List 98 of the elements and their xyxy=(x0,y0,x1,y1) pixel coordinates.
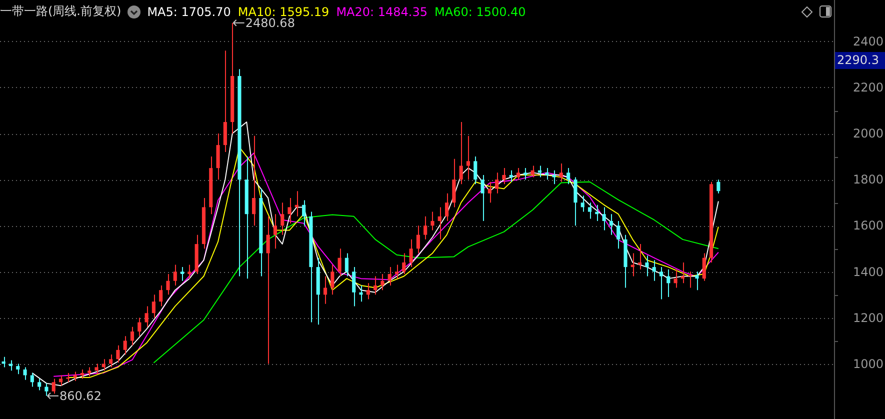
candlestick xyxy=(359,284,363,302)
candlestick xyxy=(559,162,563,182)
candlestick xyxy=(173,264,177,286)
candlestick xyxy=(516,168,520,180)
candlestick xyxy=(702,252,706,282)
candlestick xyxy=(23,366,27,380)
candlestick xyxy=(530,165,534,178)
candlestick xyxy=(180,266,184,282)
candlestick xyxy=(602,206,606,231)
candlestick xyxy=(674,268,678,288)
candlestick xyxy=(94,363,98,375)
candlestick xyxy=(645,255,649,277)
candlestick xyxy=(430,211,434,231)
text: MA60: 1500.40 xyxy=(434,4,526,18)
annotation: 2480.68 xyxy=(245,16,295,30)
candlestick xyxy=(138,317,142,337)
candlestick xyxy=(652,260,656,282)
candlestick xyxy=(252,135,256,226)
candlestick xyxy=(502,168,506,185)
candlestick xyxy=(716,179,720,194)
text: MA5: 1705.70 xyxy=(147,4,231,18)
candlestick xyxy=(16,363,20,375)
candlestick xyxy=(152,294,156,318)
candlestick xyxy=(102,358,106,372)
candlestick xyxy=(609,214,613,236)
candlestick xyxy=(188,264,192,280)
candlestick xyxy=(266,216,270,364)
candlestick xyxy=(30,372,34,388)
candlestick xyxy=(116,344,120,364)
y-tick-label: 2200 xyxy=(853,80,884,95)
candlestick xyxy=(588,202,592,220)
y-tick-label: 2000 xyxy=(853,126,884,141)
candlestick xyxy=(444,192,449,222)
candlestick xyxy=(474,156,478,185)
candlestick xyxy=(459,122,463,185)
candlestick xyxy=(123,336,127,356)
candlestick xyxy=(288,197,292,224)
candlestick xyxy=(374,276,378,296)
candlestick xyxy=(409,238,413,268)
text: MA20: 1484.35 xyxy=(336,4,428,18)
candlestick xyxy=(166,273,170,296)
y-tick-label: 1600 xyxy=(853,218,884,233)
candlestick xyxy=(438,206,442,240)
candlestick xyxy=(216,133,220,180)
candlestick xyxy=(109,354,113,368)
candlestick xyxy=(80,369,84,380)
candlestick xyxy=(144,306,148,328)
candlestick xyxy=(388,266,392,286)
candlestick xyxy=(394,264,399,280)
candlestick xyxy=(44,382,48,396)
chart-title: 一带一路(周线.前复权) xyxy=(0,3,122,20)
candlestick xyxy=(88,366,92,377)
candlestick xyxy=(580,195,584,212)
candlestick xyxy=(273,214,278,250)
candlestick xyxy=(344,252,348,277)
candlestick xyxy=(223,50,227,152)
candlestick xyxy=(280,202,284,236)
candlestick xyxy=(638,244,642,270)
candlestick xyxy=(466,135,470,180)
y-tick-label: 1000 xyxy=(853,356,884,371)
candlestick xyxy=(688,271,692,288)
candlestick xyxy=(330,264,334,296)
y-tick-label: 2400 xyxy=(853,34,884,49)
candlestick xyxy=(159,284,163,307)
candlestick xyxy=(552,170,556,185)
candlestick xyxy=(509,170,513,182)
candlestick xyxy=(574,176,578,226)
candlestick xyxy=(338,248,342,277)
candlestick xyxy=(495,172,499,194)
candlestick xyxy=(545,168,549,180)
candlestick xyxy=(38,378,42,391)
candlestick xyxy=(480,174,484,222)
candlestick xyxy=(616,220,620,250)
candlestick xyxy=(130,326,134,346)
candlestick xyxy=(366,282,370,300)
candlestick xyxy=(695,271,699,291)
text: 2290.3 xyxy=(837,53,879,68)
candlestick xyxy=(452,158,456,208)
y-tick-label: 1400 xyxy=(853,264,884,279)
candlestick xyxy=(8,360,13,372)
text: MA10: 1595.19 xyxy=(238,4,330,18)
candlestick xyxy=(402,252,406,274)
candlestick xyxy=(424,216,428,240)
candlestick xyxy=(302,200,306,226)
annotation: 860.62 xyxy=(59,388,102,403)
candlestick xyxy=(416,225,420,254)
candlestick xyxy=(566,168,570,185)
candlestick xyxy=(666,268,670,298)
candlestick xyxy=(488,181,492,204)
y-tick-label: 1800 xyxy=(853,172,884,187)
candlestick xyxy=(58,374,63,386)
candlestick xyxy=(52,378,56,394)
y-tick-label: 1200 xyxy=(853,310,884,325)
candlestick xyxy=(380,273,384,291)
candlestick xyxy=(524,168,528,180)
candlestick xyxy=(352,266,356,307)
candlestick xyxy=(659,266,664,300)
candlestick xyxy=(323,276,328,304)
